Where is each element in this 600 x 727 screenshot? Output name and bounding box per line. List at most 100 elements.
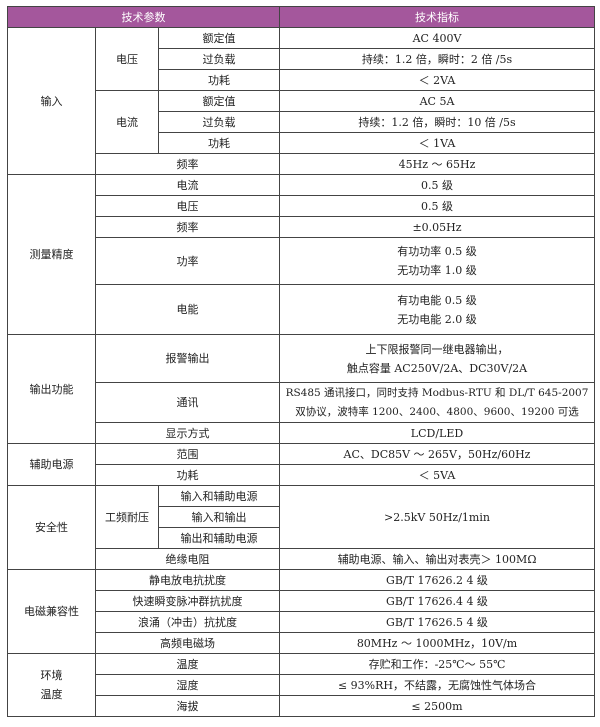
table-row: 电磁兼容性 静电放电抗扰度 GB/T 17626.2 4 级 (7, 569, 595, 654)
param-cell: 功耗 (158, 69, 280, 91)
param-cell: 功率 (95, 237, 280, 285)
param-cell: 功耗 (95, 464, 280, 486)
section-output: 输出功能 (7, 334, 96, 444)
section-accuracy: 测量精度 (7, 174, 96, 335)
value-cell: 0.5 级 (279, 195, 595, 217)
table-row: 过负载 持续：1.2 倍，瞬时：10 倍 /5s (8, 111, 595, 133)
param-cell: 通讯 (95, 382, 280, 423)
section-input: 输入 (7, 27, 96, 175)
table-row: 测量精度 电流 0.5 级 (7, 174, 595, 335)
table-row: 绝缘电阻 辅助电源、输入、输出对表壳＞ 100MΩ (8, 548, 595, 570)
value-cell: ≤ 93%RH，不结露，无腐蚀性气体场合 (279, 674, 595, 696)
section-env-line: 温度 (40, 688, 63, 701)
value-line: 触点容量 AC250V/2A、DC30V/2A (346, 361, 528, 375)
table-row: 功耗＜ 5VA (8, 464, 595, 486)
section-env-line: 环境 (40, 669, 63, 682)
section-emc: 电磁兼容性 (7, 569, 96, 654)
value-cell: ＜ 1VA (279, 132, 595, 154)
table-row: 电流 额定值 AC 5A (8, 90, 595, 154)
param-cell: 频率 (95, 216, 280, 238)
param-cell: 额定值 (158, 90, 280, 112)
section-safety: 安全性 (7, 485, 96, 570)
value-cell: GB/T 17626.4 4 级 (279, 590, 595, 612)
value-line: 无功功率 1.0 级 (397, 264, 477, 277)
value-cell: GB/T 17626.5 4 级 (279, 611, 595, 633)
value-cell: ＜ 2VA (279, 69, 595, 91)
param-cell: 高频电磁场 (95, 632, 280, 654)
param-cell: 快速瞬变脉冲群抗扰度 (95, 590, 280, 612)
value-cell: 存贮和工作：-25℃～ 55℃ (279, 653, 595, 675)
param-cell: 输出和辅助电源 (158, 527, 280, 549)
value-line: 有功功率 0.5 级 (397, 245, 477, 258)
table-row: 输入 电压 额定值 AC 400V (7, 27, 595, 175)
section-env: 环境 温度 (7, 653, 96, 717)
header-param: 技术参数 (7, 6, 280, 28)
header-spec: 技术指标 (279, 6, 595, 28)
value-cell: 有功功率 0.5 级无功功率 1.0 级 (279, 237, 595, 285)
value-cell: ±0.05Hz (279, 216, 595, 238)
value-cell: AC、DC85V ～ 265V，50Hz/60Hz (279, 443, 595, 465)
table-row: 通讯 RS485 通讯接口，同时支持 Modbus-RTU 和 DL/T 645-… (8, 382, 595, 423)
table-row: 输出功能 报警输出 上下限报警同一继电器输出， 触点容量 AC250V/2A、DC30… (7, 334, 595, 444)
value-cell: 有功电能 0.5 级无功电能 2.0 级 (279, 284, 595, 335)
table-row: 电压 0.5 级 (8, 195, 595, 217)
table-row: 功率 有功功率 0.5 级无功功率 1.0 级 (8, 237, 595, 285)
param-cell: 绝缘电阻 (95, 548, 280, 570)
value-line: RS485 通讯接口，同时支持 Modbus-RTU 和 DL/T 645-20… (285, 386, 589, 399)
value-cell: LCD/LED (279, 422, 595, 444)
param-cell: 报警输出 (95, 334, 280, 383)
param-cell: 频率 (95, 153, 280, 175)
value-cell: AC 400V (279, 27, 595, 49)
param-cell: 静电放电抗扰度 (95, 569, 280, 591)
value-line: 上下限报警同一继电器输出， (365, 342, 509, 356)
value-cell: 持续：1.2 倍，瞬时：2 倍 /5s (279, 48, 595, 70)
param-cell: 范围 (95, 443, 280, 465)
value-cell: 上下限报警同一继电器输出， 触点容量 AC250V/2A、DC30V/2A (279, 334, 595, 383)
value-cell: 0.5 级 (279, 174, 595, 196)
table-row: 频率 45Hz ～ 65Hz (8, 153, 595, 175)
value-cell: RS485 通讯接口，同时支持 Modbus-RTU 和 DL/T 645-20… (279, 382, 595, 423)
param-cell: 功耗 (158, 132, 280, 154)
param-cell: 过负载 (158, 111, 280, 133)
value-line: 双协议，波特率 1200、2400、4800、9600、19200 可选 (295, 405, 579, 418)
table-row: 快速瞬变脉冲群抗扰度 GB/T 17626.4 4 级 (8, 590, 595, 612)
table-row: 辅助电源 范围 AC、DC85V ～ 265V，50Hz/60Hz (7, 443, 595, 486)
param-cell: 浪涌（冲击）抗扰度 (95, 611, 280, 633)
table-row: 海拔 ≤ 2500m (8, 695, 595, 717)
table-row: 电能 有功电能 0.5 级无功电能 2.0 级 (8, 284, 595, 335)
param-cell: 输入和输出 (158, 506, 280, 528)
value-cell: 辅助电源、输入、输出对表壳＞ 100MΩ (279, 548, 595, 570)
value-cell: 45Hz ～ 65Hz (279, 153, 595, 175)
section-aux: 辅助电源 (7, 443, 96, 486)
value-cell: 80MHz ～ 1000MHz，10V/m (279, 632, 595, 654)
value-line: 有功电能 0.5 级 (397, 293, 477, 307)
value-cell: ≤ 2500m (279, 695, 595, 717)
param-cell: 电压 (95, 195, 280, 217)
table-row: 湿度 ≤ 93%RH，不结露，无腐蚀性气体场合 (8, 674, 595, 696)
spec-table: 技术参数 技术指标 输入 电压 额定值 AC 400V 过负载 持续：1.2 倍，瞬时：2… (7, 6, 595, 717)
param-cell: 过负载 (158, 48, 280, 70)
value-cell: 持续：1.2 倍，瞬时：10 倍 /5s (279, 111, 595, 133)
group-voltage: 电压 (95, 27, 159, 91)
table-row: 频率 ±0.05Hz (8, 216, 595, 238)
param-cell: 电流 (95, 174, 280, 196)
table-row: 输出和辅助电源 (8, 527, 595, 549)
table-row: 显示方式 LCD/LED (8, 422, 595, 444)
param-cell: 湿度 (95, 674, 280, 696)
table-row: 环境 温度 温度 存贮和工作：-25℃～ 55℃ (7, 653, 595, 717)
param-cell: 电能 (95, 284, 280, 335)
param-cell: 海拔 (95, 695, 280, 717)
param-cell: 显示方式 (95, 422, 280, 444)
param-cell: 额定值 (158, 27, 280, 49)
value-cell: ＜ 5VA (279, 464, 595, 486)
table-row: 浪涌（冲击）抗扰度 GB/T 17626.5 4 级 (8, 611, 595, 633)
header-row: 技术参数 技术指标 (7, 6, 595, 28)
group-current: 电流 (95, 90, 159, 154)
table-row: 安全性 工频耐压 输入和辅助电源 >2.5kV 50Hz/1min (7, 485, 595, 570)
table-row: 高频电磁场 80MHz ～ 1000MHz，10V/m (8, 632, 595, 654)
group-withstand: 工频耐压 (95, 485, 159, 549)
table-row: 输入和输出 (8, 506, 595, 528)
param-cell: 输入和辅助电源 (158, 485, 280, 507)
value-cell: GB/T 17626.2 4 级 (279, 569, 595, 591)
value-line: 无功电能 2.0 级 (397, 312, 477, 326)
